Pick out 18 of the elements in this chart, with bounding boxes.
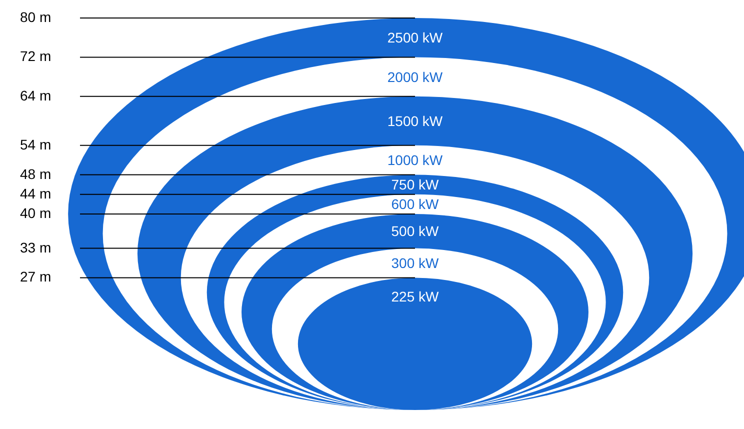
category-label: 2500 kW [387,30,444,46]
category-label: 300 kW [391,255,440,271]
data-label: 48 m [20,166,52,182]
data-label: 27 m [20,268,52,285]
category-label: 500 kW [391,223,440,240]
data-label: 54 m [20,136,52,152]
data-label: 33 m [20,239,52,256]
category-label: 2000 kW [387,68,444,85]
data-label: 40 m [20,205,52,221]
category-label: 225 kW [391,288,440,305]
data-label: 80 m [20,9,52,25]
category-label: 1500 kW [387,112,444,129]
data-label: 72 m [20,48,52,64]
data-label: 64 m [20,87,52,104]
category-label: 1000 kW [387,152,444,168]
data-label: 44 m [20,185,52,202]
category-label: 750 kW [391,176,440,193]
category-label: 600 kW [391,196,440,212]
